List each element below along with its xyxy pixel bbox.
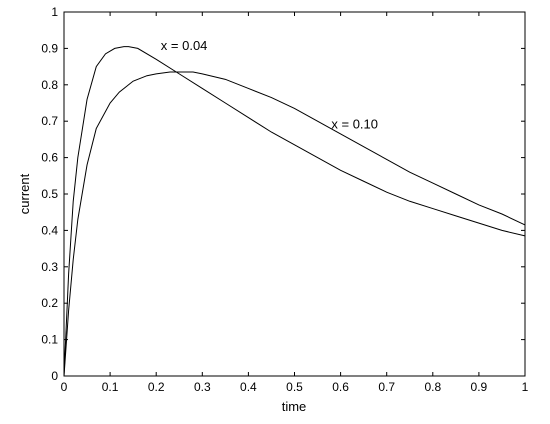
axis-ticks — [63, 11, 526, 377]
y-tick-label: 0.2 — [41, 296, 58, 310]
series-group — [63, 46, 526, 377]
series-line-1 — [63, 46, 526, 377]
y-axis-label: current — [17, 173, 32, 214]
x-tick-label: 1 — [522, 380, 529, 394]
y-tick-label: 1 — [51, 5, 58, 19]
x-tick-label: 0.9 — [471, 380, 488, 394]
x-tick-label: 0.4 — [240, 380, 257, 394]
x-tick-label: 0.6 — [332, 380, 349, 394]
y-tick-label: 0.7 — [41, 114, 58, 128]
annotations-group: x = 0.04 x = 0.10 — [161, 38, 378, 131]
x-tick-label: 0 — [61, 380, 68, 394]
x-tick-label: 0.1 — [102, 380, 119, 394]
y-tick-label: 0.6 — [41, 151, 58, 165]
y-tick-label: 0.3 — [41, 260, 58, 274]
x-tick-label: 0.2 — [148, 380, 165, 394]
x-tick-label: 0.8 — [424, 380, 441, 394]
x-tick-label: 0.5 — [286, 380, 303, 394]
y-tick-label: 0.5 — [41, 187, 58, 201]
y-tick-label: 0.4 — [41, 223, 58, 237]
curve-label-1: x = 0.04 — [161, 38, 208, 53]
y-tick-label: 0.9 — [41, 41, 58, 55]
x-tick-label: 0.3 — [194, 380, 211, 394]
y-tick-label: 0 — [51, 369, 58, 383]
tick-labels: 0 0.1 0.2 0.3 0.4 0.5 0.6 0.7 0.8 0.9 1 0 0.1 0.2 0.3 0… — [41, 5, 528, 394]
x-axis-label: time — [282, 399, 307, 414]
y-tick-label: 0.8 — [41, 78, 58, 92]
curve-label-2: x = 0.10 — [331, 116, 378, 131]
series-line-2 — [63, 71, 526, 377]
x-tick-label: 0.7 — [378, 380, 395, 394]
y-tick-label: 0.1 — [41, 333, 58, 347]
